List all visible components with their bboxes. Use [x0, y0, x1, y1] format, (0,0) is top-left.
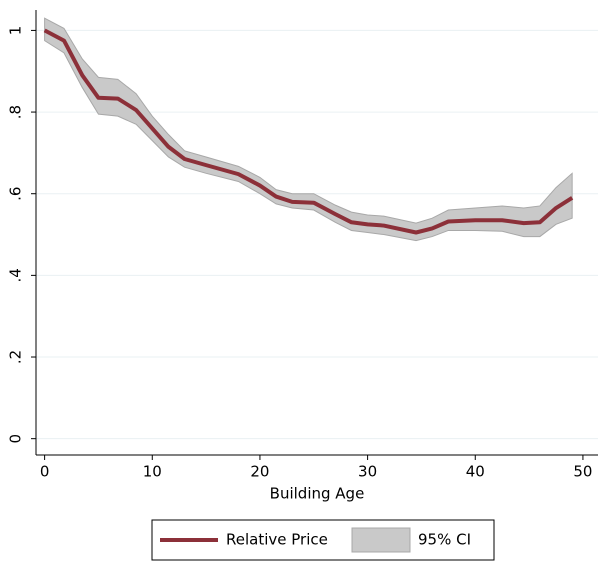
line: [43, 28, 574, 235]
legend-label: 95% CI: [418, 531, 471, 549]
y-tick-label: 0: [7, 434, 25, 444]
y-tick-label: 1: [7, 26, 25, 36]
x-tick-label: 0: [40, 463, 50, 481]
x-tick-label: 40: [466, 463, 485, 481]
y-tick-label: .2: [7, 350, 25, 364]
x-axis-label: Building Age: [270, 485, 365, 503]
ci-band: [44, 17, 573, 242]
legend-swatch-ci: [351, 527, 411, 553]
x-tick-label: 20: [250, 463, 269, 481]
x-tick-label: 50: [573, 463, 592, 481]
x-tick-label: 10: [143, 463, 162, 481]
legend-label: Relative Price: [226, 531, 328, 549]
x-tick-label: 30: [358, 463, 377, 481]
y-tick-label: .4: [7, 268, 25, 282]
y-tick-label: .6: [7, 187, 25, 201]
y-tick-label: .8: [7, 105, 25, 119]
